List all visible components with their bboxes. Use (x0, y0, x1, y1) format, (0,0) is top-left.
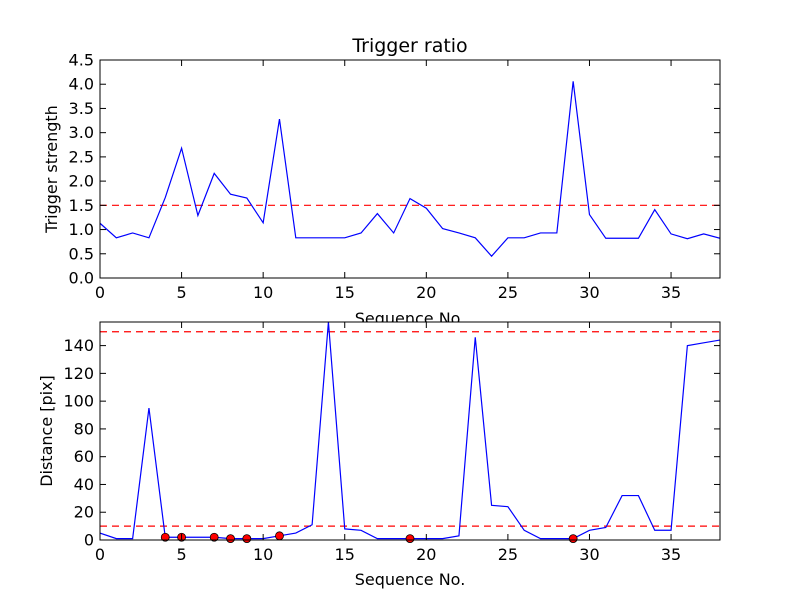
x-tick-label: 0 (95, 283, 105, 302)
x-tick-label: 15 (335, 545, 355, 564)
x-tick-label: 20 (416, 545, 436, 564)
bottom-chart-panel: Sequence No. Distance [pix] 0 5 10 15 20 25 30… (37, 321, 721, 589)
data-point (242, 534, 252, 544)
x-tick-label: 10 (253, 545, 273, 564)
x-tick-label: 25 (498, 545, 518, 564)
y-tick-label: 20 (74, 503, 94, 522)
x-tick-label: 5 (176, 545, 186, 564)
axes-frame (99, 321, 721, 541)
axes-frame (99, 59, 721, 279)
y-tick-label: 1.0 (69, 220, 94, 239)
y-tick-label: 2.5 (69, 147, 94, 166)
y-tick-label: 2.0 (69, 172, 94, 191)
y-tick-label: 4.5 (69, 51, 94, 70)
y-tick-label: 120 (63, 364, 94, 383)
y-tick-label: 1.5 (69, 196, 94, 215)
y-tick-label: 100 (63, 392, 94, 411)
plot-area (100, 60, 720, 278)
data-point (160, 532, 170, 542)
data-point (568, 534, 578, 544)
y-tick-label: 3.0 (69, 123, 94, 142)
plot-area (100, 322, 720, 540)
x-tick-label: 20 (416, 283, 436, 302)
data-point (275, 531, 284, 541)
x-tick-label: 5 (176, 283, 186, 302)
y-tick-label: 0.0 (69, 269, 94, 288)
y-tick-label: 3.5 (69, 99, 94, 118)
chart-title: Trigger ratio (351, 35, 467, 57)
data-point (405, 534, 415, 544)
x-tick-label: 0 (95, 545, 105, 564)
series-line (100, 81, 720, 258)
y-tick-label: 0.5 (69, 244, 94, 263)
plot-content (100, 81, 720, 258)
y-tick-label: 80 (74, 419, 94, 438)
y-tick-label: 60 (74, 447, 94, 466)
x-tick-label: 35 (661, 283, 681, 302)
x-tick-label: 25 (498, 283, 518, 302)
x-axis-label: Sequence No. (355, 570, 466, 589)
y-axis-label: Distance [pix] (37, 375, 56, 487)
x-tick-label: 35 (661, 545, 681, 564)
y-tick-label: 4.0 (69, 75, 94, 94)
x-tick-label: 15 (335, 283, 355, 302)
x-tick-label: 30 (579, 545, 599, 564)
x-tick-label: 10 (253, 283, 273, 302)
y-tick-label: 0 (84, 531, 94, 550)
data-point (209, 532, 219, 542)
top-chart-panel: Trigger ratio Sequence No. Trigger stren… (42, 35, 721, 328)
y-tick-label: 140 (63, 336, 94, 355)
y-tick-label: 40 (74, 475, 94, 494)
y-axis-label: Trigger strength (42, 105, 61, 234)
x-tick-label: 30 (579, 283, 599, 302)
data-point (226, 534, 235, 544)
